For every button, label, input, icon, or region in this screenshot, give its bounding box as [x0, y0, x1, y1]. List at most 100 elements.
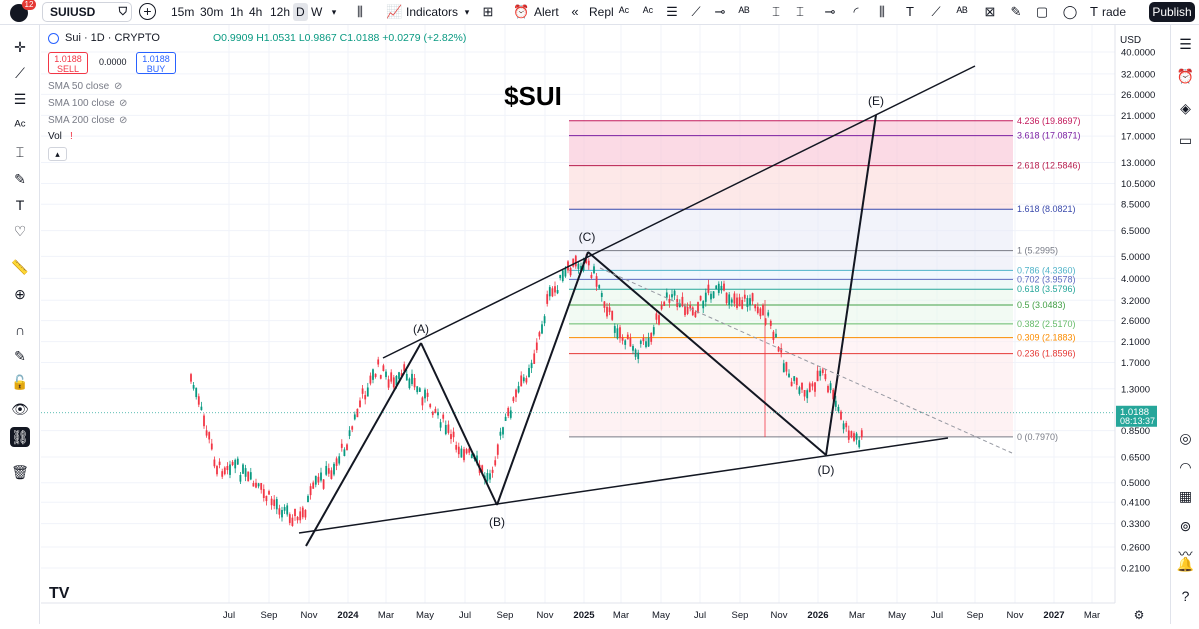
alerts-clock-icon[interactable]: ⏰ [1176, 68, 1195, 84]
layers-icon[interactable]: ◈ [1180, 100, 1191, 116]
indicator-sma100[interactable]: SMA 100 close ⊘ [48, 98, 127, 109]
candle-body [595, 276, 598, 287]
alert-clock-icon[interactable]: ⏰ [513, 4, 530, 19]
candle-body [785, 362, 788, 372]
head-shoulders-icon[interactable]: ᴬᴮ [956, 4, 968, 19]
gann-box-icon[interactable]: ⊠ [984, 4, 996, 19]
curve-icon[interactable]: ◜ [853, 4, 859, 19]
publish-button[interactable]: Publish [1149, 2, 1195, 22]
ruler-icon[interactable]: 📏 [11, 259, 29, 275]
hidden-eye-icon[interactable]: ⊘ [119, 98, 128, 109]
watchlist-icon[interactable]: ☰ [1179, 36, 1192, 52]
link-icon[interactable]: ⛓ [10, 427, 30, 447]
layouts-grid-icon[interactable]: ⊞ [482, 4, 494, 19]
horizontal-ray-icon[interactable]: ⊸ [714, 4, 726, 19]
fib-retracement-icon[interactable]: ☰ [666, 4, 678, 19]
trend-line-icon[interactable]: ⟋ [691, 4, 701, 19]
magnet-icon[interactable]: ∩ [14, 322, 26, 338]
text-note-icon[interactable]: T [906, 4, 914, 19]
indicator-sma50[interactable]: SMA 50 close ⊘ [48, 81, 122, 92]
candle-body [470, 454, 473, 459]
elliott-wave-icon[interactable]: ᴬᶜ [642, 4, 654, 19]
indicator-sma200[interactable]: SMA 200 close ⊘ [48, 115, 127, 126]
horizontal-line-icon[interactable]: ⊸ [824, 4, 836, 19]
circle-icon[interactable]: ◯ [1062, 4, 1078, 19]
measure-icon[interactable]: ⌶ [796, 4, 804, 19]
candle-body [556, 290, 559, 294]
replay-icon[interactable]: « [571, 4, 579, 19]
interval-dropdown-icon[interactable]: ▾ [331, 7, 337, 17]
collapse-legend-button[interactable]: ▴ [48, 147, 67, 161]
eye-icon[interactable]: 👁 [11, 401, 29, 417]
brush-tool-icon[interactable]: ✎ [14, 171, 26, 187]
compare-add-button[interactable]: + [139, 3, 156, 20]
candle-body [517, 386, 520, 393]
chart-ideas-icon[interactable]: ◠ [1179, 459, 1192, 475]
interval-12h[interactable]: 12h [270, 5, 291, 19]
broadcast-icon[interactable]: 〰 [1178, 546, 1193, 562]
interval-4h[interactable]: 4h [249, 5, 263, 19]
candle-body [273, 499, 276, 506]
wave-label: (D) [818, 463, 835, 477]
replay-button[interactable]: Repla [589, 5, 621, 19]
hidden-eye-icon[interactable]: ⊘ [119, 115, 128, 126]
time-axis-settings-icon: ⚙ [1134, 608, 1145, 622]
interval-1w[interactable]: W [311, 5, 323, 19]
target-icon[interactable]: ◎ [1179, 430, 1192, 446]
interval-15m[interactable]: 15m [171, 5, 195, 19]
chart-type-candles-icon[interactable]: ⫼ [357, 4, 363, 19]
time-axis[interactable]: Jul Sep Nov 2024 Mar May Jul Sep Nov 2025 Mar May Ju… [41, 585, 1169, 624]
stay-drawing-icon[interactable]: ✎ [14, 348, 26, 364]
text-tool-icon[interactable]: T [1090, 4, 1098, 19]
sell-button[interactable]: 1.0188 SELL [48, 52, 88, 74]
bars-pattern-icon[interactable]: ⫼ [879, 4, 885, 19]
bell-icon[interactable]: 🔔 [1176, 556, 1195, 572]
symbol-search-button[interactable]: SUIUSD ⛉ [42, 2, 132, 22]
indicators-button[interactable]: Indicators [406, 5, 459, 19]
zoom-in-icon[interactable]: ⊕ [14, 286, 26, 302]
rectangle-icon[interactable]: ▢ [1035, 4, 1049, 19]
xabcd-pattern-icon[interactable]: ᴬᴮ [738, 4, 750, 19]
fib-tool-icon[interactable]: ☰ [13, 91, 27, 107]
streams-icon[interactable]: ⊚ [1179, 518, 1192, 534]
interval-30m[interactable]: 30m [200, 5, 224, 19]
vertical-lines-icon[interactable]: ⌶ [772, 4, 780, 19]
pattern-tool-icon[interactable]: ᴬᶜ [14, 117, 26, 133]
abcd-pattern-icon[interactable]: ᴬᶜ [618, 4, 630, 19]
interval-1d[interactable]: D [293, 3, 308, 21]
buy-button[interactable]: 1.0188 BUY [136, 52, 176, 74]
candle-body [629, 337, 632, 347]
trade-button[interactable]: rade [1102, 5, 1127, 19]
indicators-icon[interactable]: 📈 [386, 4, 403, 19]
fib-level-label: 0.618 (3.5796) [1017, 284, 1076, 294]
interval-1h[interactable]: 1h [230, 5, 244, 19]
crosshair-icon[interactable]: ✛ [14, 39, 26, 55]
candle-body [762, 304, 764, 316]
help-icon[interactable]: ? [1181, 588, 1190, 604]
price-axis[interactable]: 40.0000 32.0000 26.0000 21.0000 17.0000 13.00… [41, 25, 1169, 624]
wave-segment-line [587, 251, 827, 456]
candle-body [317, 476, 320, 483]
alert-button[interactable]: Alert [534, 5, 559, 19]
projection-tool-icon[interactable]: ⌶ [15, 144, 25, 160]
symbol-watch-icon[interactable]: ⛉ [118, 6, 127, 18]
chat-icon[interactable]: ▭ [1178, 132, 1193, 148]
heart-icon[interactable]: ♡ [13, 223, 27, 239]
indicator-vol[interactable]: Vol! [48, 131, 73, 142]
trendline-tool-icon[interactable]: ⟋ [15, 65, 25, 81]
candle-body [522, 377, 525, 382]
lock-icon[interactable]: 🔓 [11, 374, 29, 390]
chart-area[interactable]: 4.236 (19.8697) 3.618 (17.0871) 2.618 (12.… [41, 25, 1169, 629]
fib-extension-tool[interactable]: 4.236 (19.8697) 3.618 (17.0871) 2.618 (12.… [569, 116, 1081, 442]
elliott-wave-drawings[interactable]: (A) (B) (C) (D) (E) $SUI [298, 65, 1013, 547]
hidden-eye-icon[interactable]: ⊘ [114, 81, 123, 92]
trash-icon[interactable]: 🗑 [11, 464, 29, 480]
symbol-visibility-icon[interactable] [48, 33, 59, 44]
currency-label[interactable]: USD [1120, 35, 1142, 46]
brush-icon[interactable]: ✎ [1010, 4, 1022, 19]
indicators-dropdown-icon[interactable]: ▾ [464, 7, 470, 17]
path-icon[interactable]: ⟋ [931, 4, 941, 19]
calendar-icon[interactable]: ▦ [1178, 488, 1193, 504]
price-chart[interactable]: 4.236 (19.8697) 3.618 (17.0871) 2.618 (12.… [41, 25, 1169, 624]
text-tool-icon[interactable]: T [15, 197, 25, 213]
